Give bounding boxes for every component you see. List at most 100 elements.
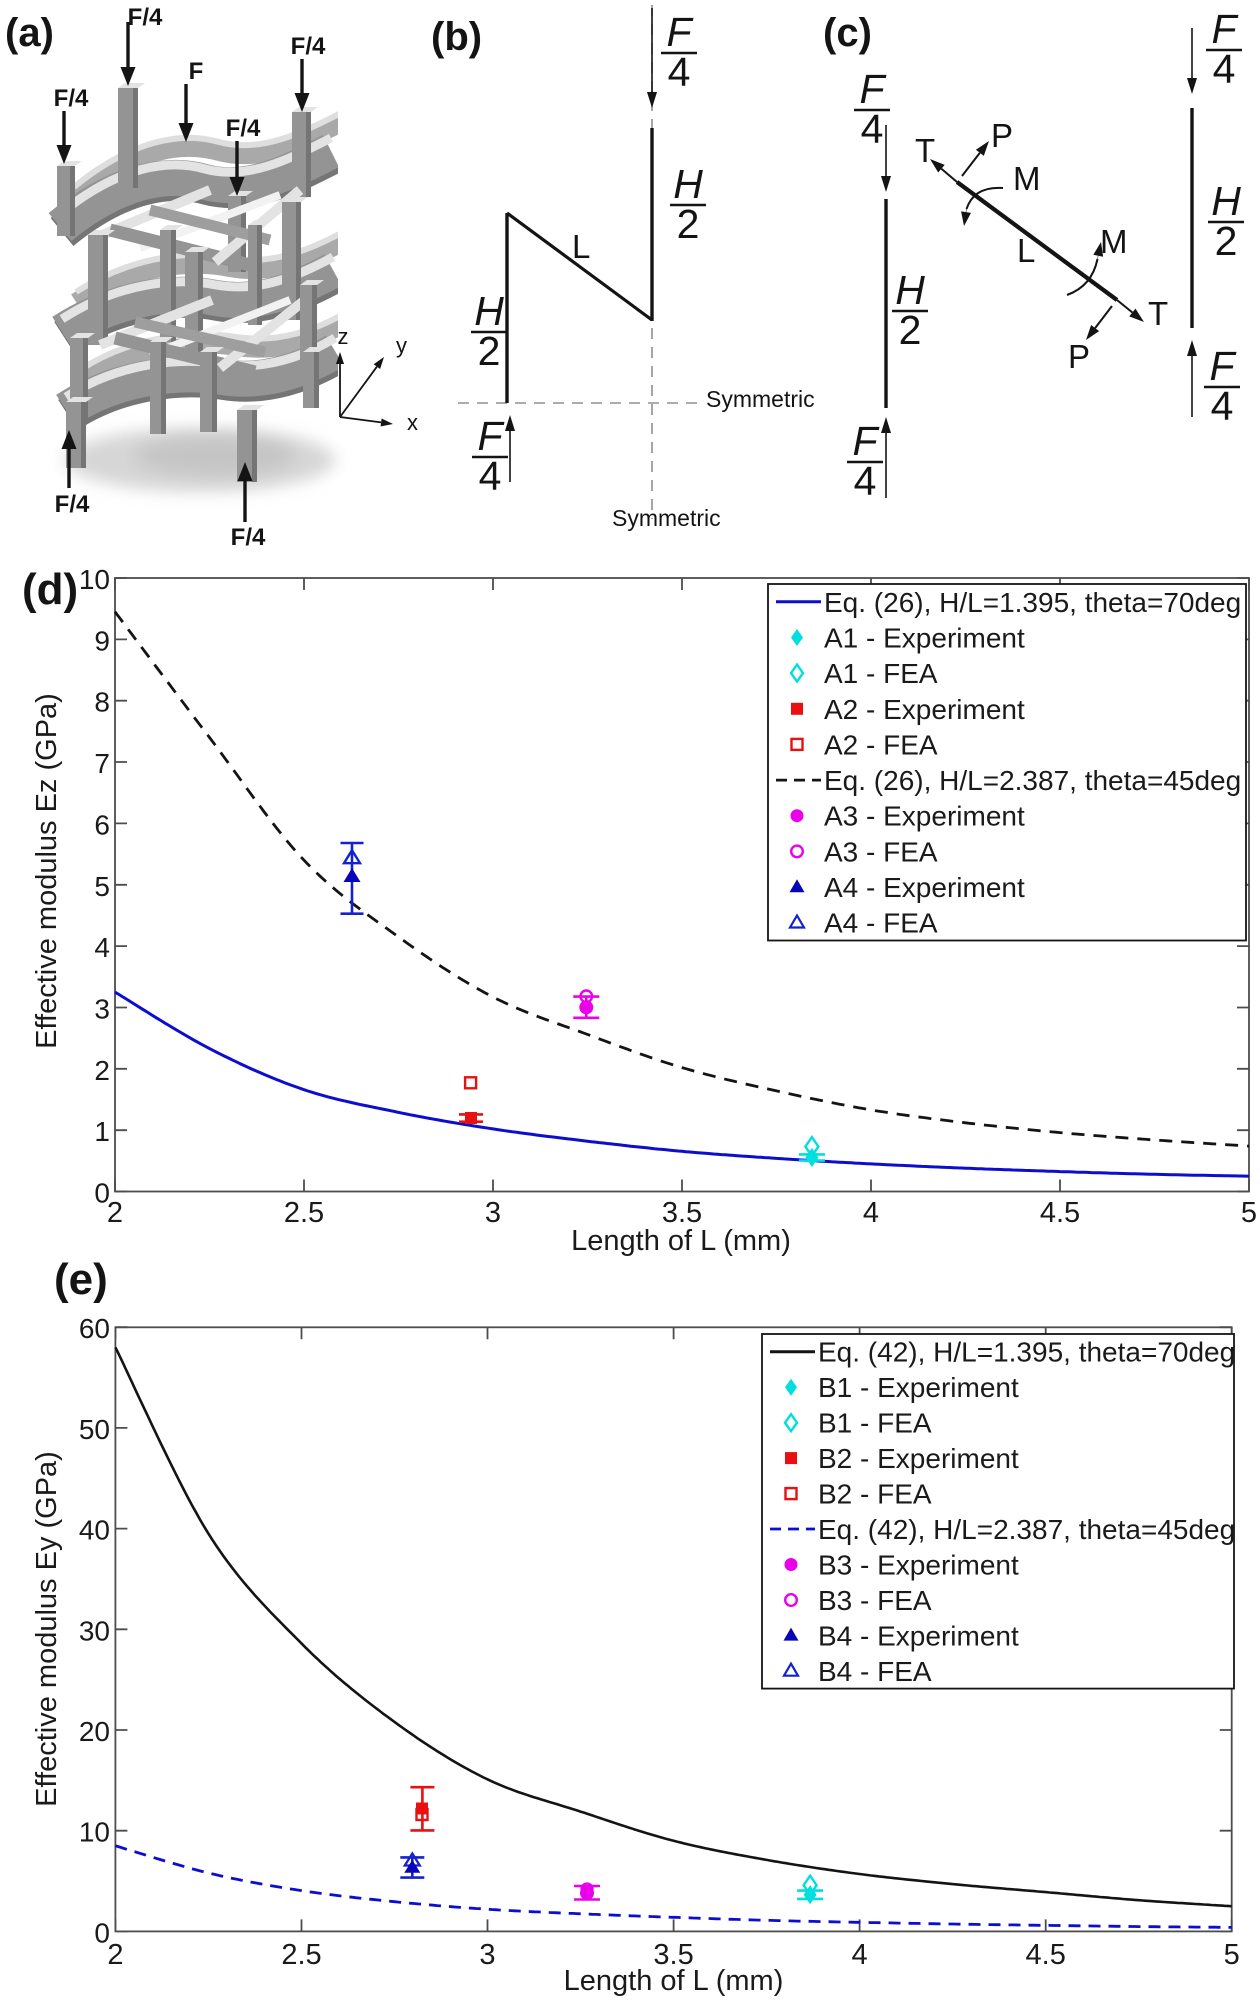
- svg-text:F: F: [859, 66, 886, 112]
- svg-text:2: 2: [107, 1197, 123, 1229]
- svg-text:2.5: 2.5: [284, 1197, 324, 1229]
- svg-text:F: F: [1209, 343, 1236, 389]
- svg-text:B1 - FEA: B1 - FEA: [818, 1408, 932, 1439]
- svg-text:2: 2: [94, 1055, 110, 1086]
- svg-text:T: T: [915, 132, 935, 169]
- svg-text:3: 3: [479, 1939, 495, 1971]
- svg-text:A1 - FEA: A1 - FEA: [824, 658, 938, 689]
- svg-text:3.5: 3.5: [662, 1197, 702, 1229]
- svg-text:5: 5: [1241, 1197, 1257, 1229]
- svg-text:4: 4: [854, 458, 877, 504]
- svg-text:M: M: [1013, 160, 1041, 197]
- svg-text:3.5: 3.5: [653, 1939, 693, 1971]
- svg-text:1: 1: [94, 1116, 110, 1147]
- svg-text:4: 4: [863, 1197, 879, 1229]
- svg-text:10: 10: [79, 564, 110, 595]
- svg-text:A2 - FEA: A2 - FEA: [824, 729, 938, 760]
- svg-text:A4 - FEA: A4 - FEA: [824, 908, 938, 939]
- svg-text:H: H: [895, 267, 925, 313]
- svg-text:F: F: [666, 9, 693, 55]
- svg-text:F/4: F/4: [128, 4, 163, 31]
- svg-text:F/4: F/4: [54, 85, 89, 112]
- svg-text:A4 - Experiment: A4 - Experiment: [824, 872, 1025, 903]
- svg-text:Length of L (mm): Length of L (mm): [571, 1225, 791, 1257]
- svg-text:4: 4: [852, 1939, 868, 1971]
- svg-text:0: 0: [94, 1178, 110, 1209]
- svg-text:Length of L (mm): Length of L (mm): [564, 1965, 784, 1997]
- svg-text:2: 2: [1215, 218, 1238, 264]
- svg-text:Eq. (26), H/L=1.395, theta=70d: Eq. (26), H/L=1.395, theta=70deg: [824, 587, 1241, 618]
- svg-text:Eq. (42), H/L=2.387, theta=45d: Eq. (42), H/L=2.387, theta=45deg: [818, 1514, 1235, 1545]
- svg-text:(e): (e): [54, 1255, 108, 1304]
- svg-text:B3 - Experiment: B3 - Experiment: [818, 1550, 1019, 1581]
- svg-text:B2 - Experiment: B2 - Experiment: [818, 1443, 1019, 1474]
- svg-text:4: 4: [861, 106, 884, 152]
- svg-text:A2 - Experiment: A2 - Experiment: [824, 694, 1025, 725]
- svg-text:T: T: [1148, 295, 1168, 332]
- svg-text:5: 5: [1224, 1939, 1240, 1971]
- svg-text:4.5: 4.5: [1026, 1939, 1066, 1971]
- svg-text:(b): (b): [431, 15, 482, 59]
- svg-text:Eq. (26), H/L=2.387, theta=45d: Eq. (26), H/L=2.387, theta=45deg: [824, 765, 1241, 796]
- svg-text:4: 4: [94, 932, 110, 963]
- svg-text:4: 4: [1213, 46, 1236, 92]
- svg-text:2: 2: [107, 1939, 123, 1971]
- svg-text:8: 8: [94, 687, 110, 718]
- svg-text:F: F: [477, 413, 504, 459]
- svg-text:F/4: F/4: [55, 491, 90, 518]
- svg-text:(c): (c): [823, 11, 872, 55]
- svg-text:B1 - Experiment: B1 - Experiment: [818, 1372, 1019, 1403]
- svg-text:(d): (d): [22, 565, 78, 614]
- svg-text:6: 6: [94, 809, 110, 840]
- svg-text:4.5: 4.5: [1040, 1197, 1080, 1229]
- svg-text:5: 5: [94, 871, 110, 902]
- svg-text:A3 - FEA: A3 - FEA: [824, 836, 938, 867]
- svg-text:Eq. (42), H/L=1.395, theta=70d: Eq. (42), H/L=1.395, theta=70deg: [818, 1337, 1235, 1368]
- svg-text:H: H: [1211, 178, 1241, 224]
- svg-text:L: L: [572, 228, 590, 265]
- svg-text:B4 - Experiment: B4 - Experiment: [818, 1620, 1019, 1651]
- svg-text:y: y: [396, 333, 407, 358]
- svg-text:B2 - FEA: B2 - FEA: [818, 1479, 932, 1510]
- svg-text:2: 2: [899, 307, 922, 353]
- svg-text:4: 4: [1211, 383, 1234, 429]
- svg-text:9: 9: [94, 625, 110, 656]
- svg-text:z: z: [338, 324, 349, 349]
- svg-text:H: H: [474, 288, 504, 334]
- svg-text:2: 2: [677, 201, 700, 247]
- svg-text:3: 3: [94, 994, 110, 1025]
- svg-text:4: 4: [479, 453, 502, 499]
- svg-text:Symmetric: Symmetric: [612, 505, 721, 531]
- svg-text:40: 40: [79, 1515, 110, 1546]
- svg-text:F: F: [1211, 6, 1238, 52]
- svg-text:P: P: [991, 117, 1013, 154]
- svg-text:F: F: [852, 418, 879, 464]
- svg-text:Effective modulus Ey (GPa): Effective modulus Ey (GPa): [31, 1451, 63, 1807]
- svg-text:P: P: [1068, 338, 1090, 375]
- svg-text:Symmetric: Symmetric: [706, 386, 815, 412]
- svg-text:A1 - Experiment: A1 - Experiment: [824, 623, 1025, 654]
- svg-text:H: H: [673, 161, 703, 207]
- svg-text:(a): (a): [5, 11, 54, 55]
- svg-text:F: F: [189, 58, 204, 85]
- svg-text:10: 10: [79, 1817, 110, 1848]
- svg-text:x: x: [407, 410, 418, 435]
- svg-text:A3 - Experiment: A3 - Experiment: [824, 801, 1025, 832]
- svg-text:3: 3: [485, 1197, 501, 1229]
- svg-text:2.5: 2.5: [281, 1939, 321, 1971]
- svg-text:0: 0: [94, 1917, 110, 1948]
- svg-text:2: 2: [478, 328, 501, 374]
- svg-text:7: 7: [94, 748, 110, 779]
- svg-text:B4 - FEA: B4 - FEA: [818, 1656, 932, 1687]
- svg-text:20: 20: [79, 1716, 110, 1747]
- svg-text:60: 60: [79, 1313, 110, 1344]
- svg-text:4: 4: [668, 49, 691, 95]
- svg-text:M: M: [1100, 223, 1128, 260]
- svg-text:50: 50: [79, 1414, 110, 1445]
- svg-text:F/4: F/4: [231, 524, 266, 551]
- svg-text:L: L: [1017, 232, 1035, 269]
- svg-text:F/4: F/4: [291, 33, 326, 60]
- svg-text:30: 30: [79, 1615, 110, 1646]
- svg-text:B3 - FEA: B3 - FEA: [818, 1585, 932, 1616]
- svg-text:Effective modulus Ez (GPa): Effective modulus Ez (GPa): [31, 693, 63, 1049]
